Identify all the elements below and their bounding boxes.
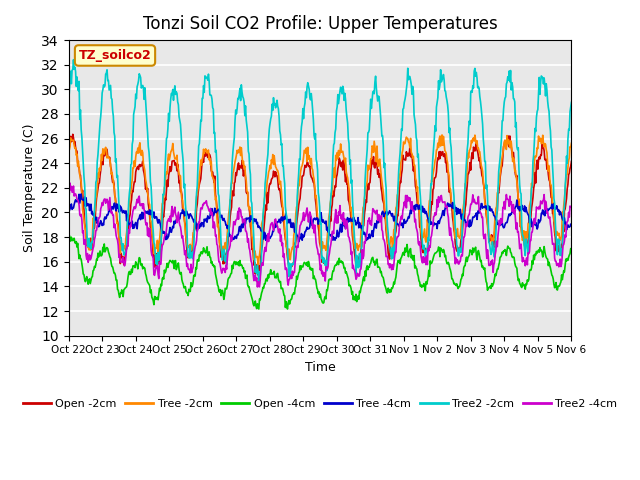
Tree2 -2cm (74, 88, 82, 94)
Open -2cm (568, 158, 575, 164)
Open -4cm (65, 232, 73, 238)
Tree2 -2cm (568, 99, 575, 105)
Tree -4cm (382, 209, 390, 215)
Tree -2cm (438, 132, 446, 138)
Tree -2cm (65, 142, 72, 148)
Open -2cm (65, 144, 72, 150)
Tree2 -4cm (66, 180, 74, 186)
Tree -2cm (74, 163, 81, 169)
Tree -4cm (397, 220, 404, 226)
Open -2cm (204, 155, 212, 160)
Open -2cm (254, 272, 262, 278)
Open -4cm (177, 270, 185, 276)
Tree2 -4cm (382, 254, 390, 260)
Text: TZ_soilco2: TZ_soilco2 (79, 49, 152, 62)
Open -4cm (74, 248, 82, 253)
Tree -2cm (177, 173, 184, 179)
Tree2 -2cm (65, 97, 72, 103)
Open -2cm (74, 164, 82, 169)
Tree -4cm (77, 191, 85, 197)
Tree2 -4cm (74, 199, 82, 204)
Line: Tree -2cm: Tree -2cm (68, 135, 572, 265)
Open -4cm (126, 272, 134, 277)
Tree2 -2cm (126, 184, 134, 190)
Line: Tree2 -4cm: Tree2 -4cm (68, 183, 572, 287)
Open -4cm (204, 252, 212, 258)
Tree2 -4cm (65, 193, 72, 199)
Open -4cm (65, 234, 72, 240)
Tree2 -4cm (204, 204, 212, 209)
Tree -2cm (381, 213, 389, 218)
Tree2 -4cm (253, 284, 261, 290)
Tree2 -2cm (70, 57, 77, 62)
Tree2 -2cm (177, 132, 185, 138)
Line: Tree -4cm: Tree -4cm (68, 194, 572, 242)
Tree2 -2cm (382, 185, 390, 191)
Tree2 -2cm (255, 281, 262, 287)
Line: Open -2cm: Open -2cm (68, 134, 572, 275)
Tree -2cm (568, 140, 575, 146)
Legend: Open -2cm, Tree -2cm, Open -4cm, Tree -4cm, Tree2 -2cm, Tree2 -4cm: Open -2cm, Tree -2cm, Open -4cm, Tree -4… (19, 395, 621, 413)
Open -2cm (382, 227, 390, 233)
Tree -4cm (204, 213, 212, 219)
Open -2cm (69, 132, 77, 137)
Tree2 -2cm (397, 137, 404, 143)
Line: Open -4cm: Open -4cm (68, 235, 572, 309)
Tree2 -4cm (177, 228, 185, 234)
Tree -4cm (568, 222, 575, 228)
Tree -2cm (254, 262, 262, 268)
X-axis label: Time: Time (305, 361, 335, 374)
Line: Tree2 -2cm: Tree2 -2cm (68, 60, 572, 284)
Tree -4cm (65, 212, 72, 218)
Tree2 -4cm (397, 215, 404, 221)
Tree2 -4cm (126, 223, 134, 228)
Tree -4cm (74, 197, 81, 203)
Open -4cm (568, 247, 575, 252)
Y-axis label: Soil Temperature (C): Soil Temperature (C) (22, 124, 36, 252)
Tree -4cm (126, 221, 134, 227)
Tree -2cm (396, 173, 404, 179)
Tree -4cm (295, 239, 303, 245)
Tree -2cm (125, 201, 133, 207)
Open -2cm (126, 211, 134, 217)
Tree2 -4cm (568, 204, 575, 210)
Open -4cm (382, 287, 390, 292)
Open -2cm (397, 180, 404, 185)
Open -4cm (397, 256, 404, 262)
Tree -2cm (204, 150, 211, 156)
Tree -4cm (177, 210, 185, 216)
Open -2cm (177, 188, 185, 193)
Tree2 -2cm (204, 77, 212, 83)
Title: Tonzi Soil CO2 Profile: Upper Temperatures: Tonzi Soil CO2 Profile: Upper Temperatur… (143, 15, 497, 33)
Open -4cm (255, 306, 262, 312)
